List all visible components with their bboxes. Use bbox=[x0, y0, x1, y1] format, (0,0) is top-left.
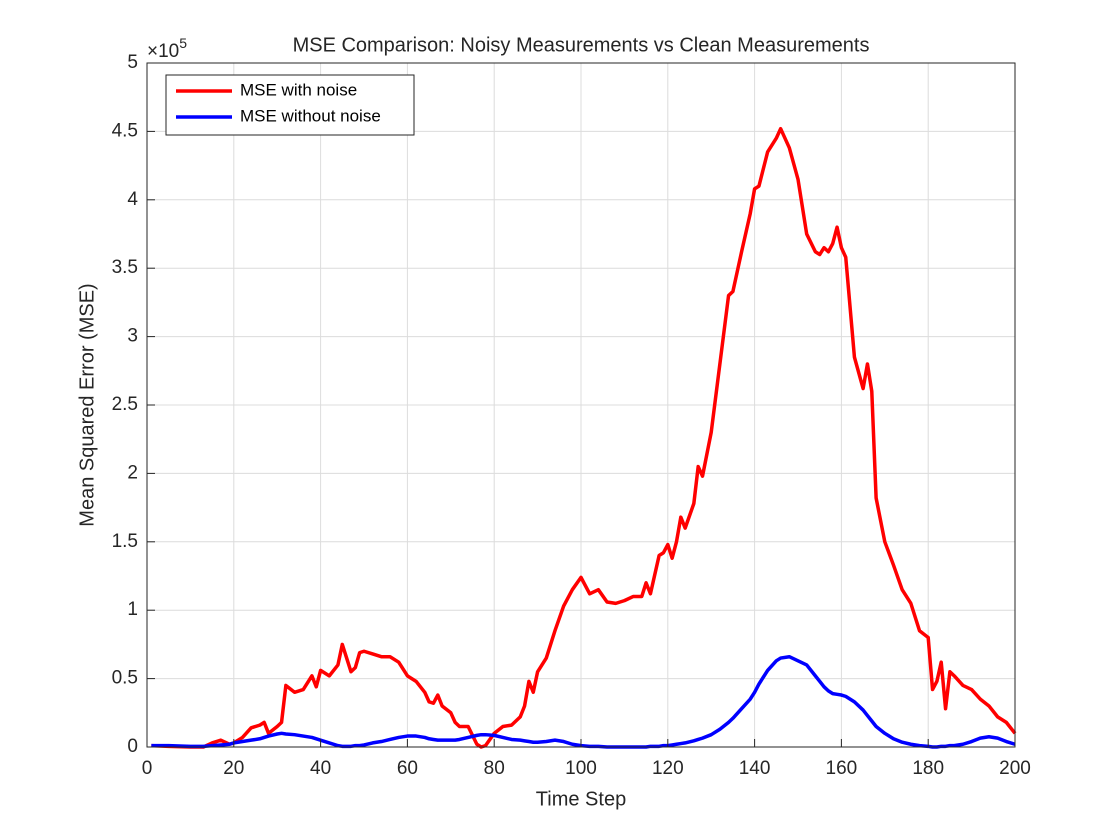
chart-title: MSE Comparison: Noisy Measurements vs Cl… bbox=[293, 34, 870, 56]
y-tick-label: 0 bbox=[127, 736, 138, 757]
x-tick-label: 120 bbox=[652, 758, 684, 779]
y-tick-label: 3.5 bbox=[112, 257, 138, 278]
x-axis-label: Time Step bbox=[536, 788, 626, 810]
y-scale-exponent: 5 bbox=[179, 35, 187, 51]
y-scale-base: ×10 bbox=[147, 41, 179, 62]
y-tick-label: 4 bbox=[127, 189, 138, 210]
x-tick-label: 180 bbox=[912, 758, 944, 779]
ticks: 0 20 40 60 80 100 120 140 160 180 200 0 0.5 1 1.5 2 2.5 3… bbox=[112, 52, 1031, 779]
y-tick-label: 2 bbox=[127, 462, 138, 483]
x-tick-label: 100 bbox=[565, 758, 597, 779]
data-line bbox=[151, 126, 1017, 749]
y-tick-label: 4.5 bbox=[112, 120, 138, 141]
y-tick-label: 2.5 bbox=[112, 394, 138, 415]
x-tick-label: 20 bbox=[223, 758, 244, 779]
x-tick-label: 0 bbox=[142, 758, 153, 779]
legend-box bbox=[165, 74, 415, 136]
x-tick-label: 60 bbox=[397, 758, 418, 779]
legend: MSE with noise MSE without noise bbox=[165, 74, 415, 136]
x-tick-label: 200 bbox=[999, 758, 1031, 779]
y-tick-label: 0.5 bbox=[112, 668, 138, 689]
legend-label: MSE with noise bbox=[240, 80, 357, 99]
y-axis-label: Mean Squared Error (MSE) bbox=[76, 283, 98, 526]
x-tick-label: 40 bbox=[310, 758, 331, 779]
y-tick-label: 1.5 bbox=[112, 531, 138, 552]
x-tick-label: 80 bbox=[484, 758, 505, 779]
y-scale-multiplier: ×105 bbox=[147, 35, 187, 62]
y-tick-label: 5 bbox=[127, 52, 138, 73]
x-tick-label: 140 bbox=[739, 758, 771, 779]
x-tick-label: 160 bbox=[826, 758, 858, 779]
legend-label: MSE without noise bbox=[240, 106, 381, 125]
y-tick-label: 3 bbox=[127, 326, 138, 347]
y-tick-label: 1 bbox=[127, 599, 138, 620]
